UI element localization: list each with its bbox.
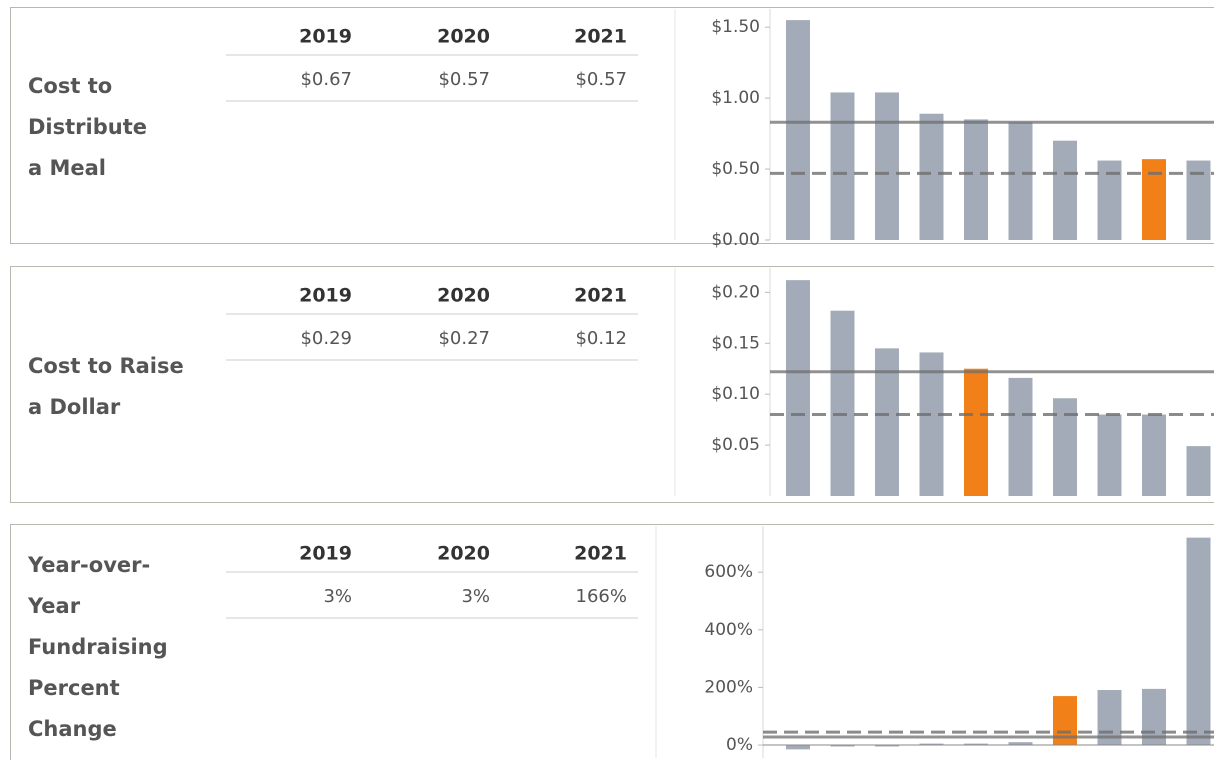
bar (1187, 538, 1211, 745)
row-label: a Meal (28, 156, 106, 180)
bar (875, 92, 899, 240)
column-header: 2019 (299, 26, 352, 48)
row-label: Fundraising (28, 635, 168, 659)
bar (1142, 159, 1166, 240)
bar (1009, 122, 1033, 240)
bar (786, 745, 810, 749)
bar (1009, 378, 1033, 496)
column-header: 2020 (437, 543, 490, 565)
table-cell: $0.57 (575, 69, 627, 90)
y-tick-label: 600% (704, 562, 753, 582)
column-header: 2021 (574, 285, 627, 307)
table-cell: 3% (323, 586, 352, 607)
row-label: Cost to Raise (28, 354, 184, 378)
y-tick-label: $0.05 (711, 435, 760, 455)
y-tick-label: $0.00 (711, 230, 760, 250)
bar (1053, 398, 1077, 496)
column-header: 2019 (299, 543, 352, 565)
y-tick-label: 400% (704, 620, 753, 640)
column-header: 2019 (299, 285, 352, 307)
row-label: Cost to (28, 74, 112, 98)
table-cell: 3% (461, 586, 490, 607)
y-tick-label: $0.20 (711, 282, 760, 302)
row-label: Year-over- (27, 553, 150, 577)
bar (964, 369, 988, 496)
column-header: 2020 (437, 26, 490, 48)
bar (786, 20, 810, 240)
bar (964, 119, 988, 240)
y-tick-label: $0.10 (711, 384, 760, 404)
y-tick-label: 0% (726, 735, 753, 755)
y-tick-label: $0.15 (711, 333, 760, 353)
y-tick-label: 200% (704, 677, 753, 697)
column-header: 2021 (574, 543, 627, 565)
table-cell: $0.67 (300, 69, 352, 90)
bar (1187, 446, 1211, 496)
bar (831, 92, 855, 240)
column-header: 2020 (437, 285, 490, 307)
column-header: 2021 (574, 26, 627, 48)
bar (1142, 415, 1166, 496)
y-tick-label: $1.50 (711, 17, 760, 37)
table-cell: $0.57 (438, 69, 490, 90)
bar (831, 311, 855, 496)
table-cell: 166% (576, 586, 627, 607)
y-tick-label: $1.00 (711, 88, 760, 108)
table-cell: $0.29 (300, 328, 352, 349)
table-cell: $0.27 (438, 328, 490, 349)
row-label: Change (28, 717, 117, 741)
bar (920, 352, 944, 496)
row-label: Year (27, 594, 81, 618)
row-label: Distribute (28, 115, 147, 139)
row-label: Percent (28, 676, 120, 700)
row-label: a Dollar (28, 395, 121, 419)
bar (920, 114, 944, 240)
table-cell: $0.12 (575, 328, 627, 349)
bar (786, 280, 810, 496)
y-tick-label: $0.50 (711, 159, 760, 179)
bar (1098, 415, 1122, 496)
bar (1053, 141, 1077, 240)
